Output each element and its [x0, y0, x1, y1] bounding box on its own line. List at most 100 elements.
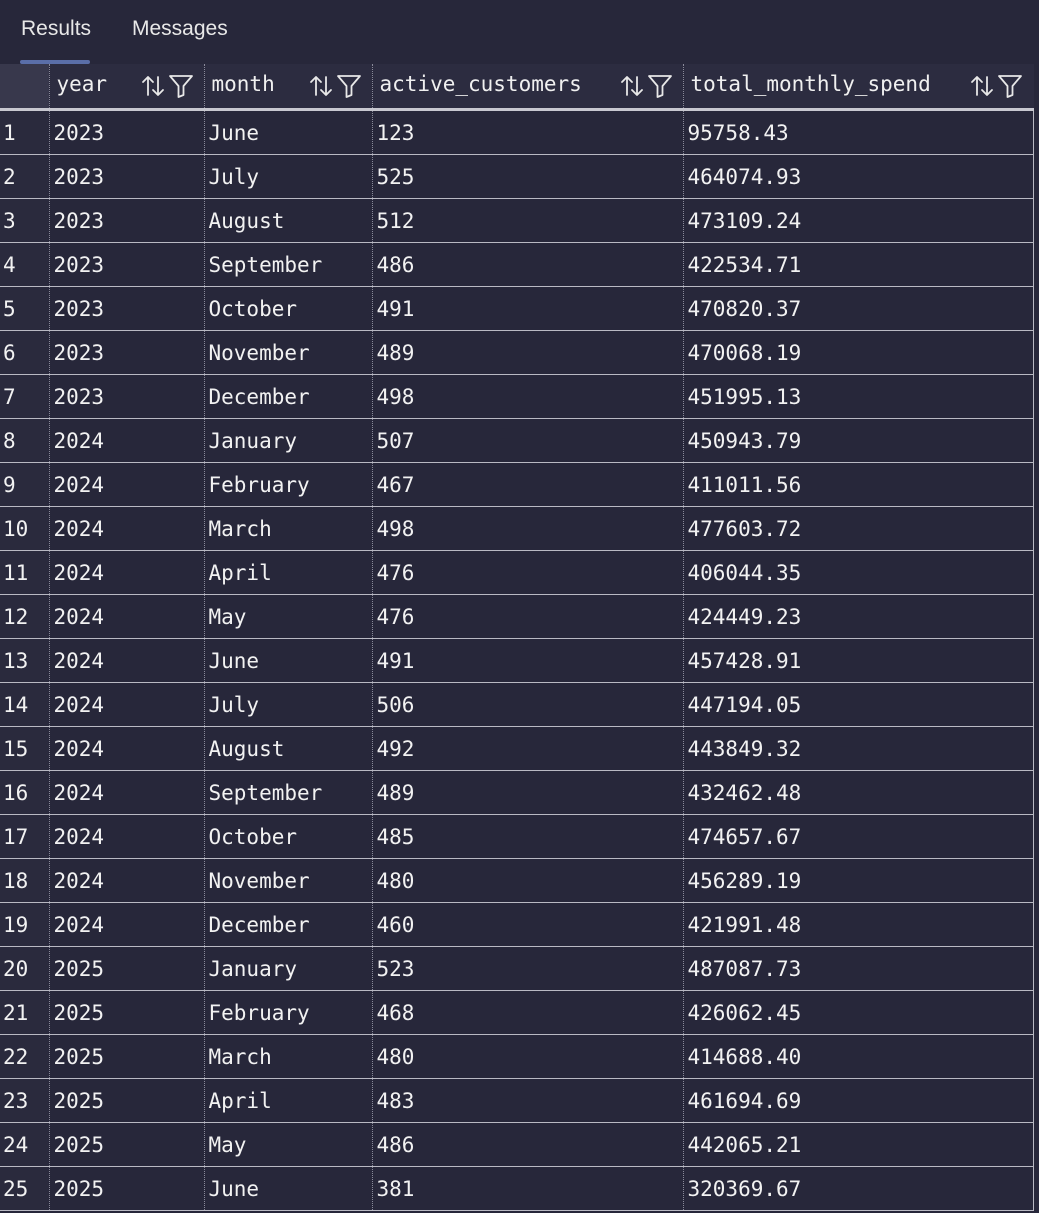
row-number[interactable]: 2 — [0, 154, 49, 199]
cell-active-customers[interactable]: 523 — [371, 946, 683, 991]
table-row[interactable]: 14 2024 July 506 447194.05 — [0, 682, 1034, 727]
row-number[interactable]: 24 — [0, 1122, 49, 1167]
column-header-active-customers[interactable]: active_customers — [371, 64, 683, 111]
cell-total-monthly-spend[interactable]: 473109.24 — [682, 198, 1034, 243]
cell-month[interactable]: July — [203, 682, 372, 727]
cell-total-monthly-spend[interactable]: 95758.43 — [682, 109, 1034, 155]
cell-year[interactable]: 2024 — [48, 550, 204, 595]
cell-active-customers[interactable]: 485 — [371, 814, 683, 859]
cell-active-customers[interactable]: 512 — [371, 198, 683, 243]
table-row[interactable]: 2 2023 July 525 464074.93 — [0, 154, 1034, 199]
cell-active-customers[interactable]: 486 — [371, 1122, 683, 1167]
cell-active-customers[interactable]: 381 — [371, 1166, 683, 1211]
cell-active-customers[interactable]: 486 — [371, 242, 683, 287]
row-number[interactable]: 5 — [0, 286, 49, 331]
cell-year[interactable]: 2025 — [48, 946, 204, 991]
cell-total-monthly-spend[interactable]: 450943.79 — [682, 418, 1034, 463]
cell-year[interactable]: 2023 — [48, 109, 204, 155]
row-number[interactable]: 19 — [0, 902, 49, 947]
row-number[interactable]: 21 — [0, 990, 49, 1035]
cell-month[interactable]: February — [203, 990, 372, 1035]
row-number[interactable]: 3 — [0, 198, 49, 243]
row-number[interactable]: 9 — [0, 462, 49, 507]
filter-funnel-icon[interactable] — [647, 73, 673, 99]
cell-month[interactable]: February — [203, 462, 372, 507]
cell-total-monthly-spend[interactable]: 426062.45 — [682, 990, 1034, 1035]
row-number[interactable]: 17 — [0, 814, 49, 859]
cell-year[interactable]: 2024 — [48, 638, 204, 683]
cell-month[interactable]: December — [203, 374, 372, 419]
cell-active-customers[interactable]: 460 — [371, 902, 683, 947]
cell-year[interactable]: 2024 — [48, 506, 204, 551]
cell-year[interactable]: 2024 — [48, 770, 204, 815]
cell-month[interactable]: September — [203, 242, 372, 287]
cell-active-customers[interactable]: 476 — [371, 594, 683, 639]
cell-active-customers[interactable]: 489 — [371, 770, 683, 815]
table-row[interactable]: 13 2024 June 491 457428.91 — [0, 638, 1034, 683]
cell-month[interactable]: January — [203, 418, 372, 463]
cell-year[interactable]: 2024 — [48, 462, 204, 507]
cell-month[interactable]: September — [203, 770, 372, 815]
cell-active-customers[interactable]: 525 — [371, 154, 683, 199]
row-number[interactable]: 12 — [0, 594, 49, 639]
row-number[interactable]: 18 — [0, 858, 49, 903]
cell-year[interactable]: 2024 — [48, 858, 204, 903]
column-header-year[interactable]: year — [48, 64, 204, 111]
cell-month[interactable]: November — [203, 330, 372, 375]
cell-total-monthly-spend[interactable]: 406044.35 — [682, 550, 1034, 595]
cell-total-monthly-spend[interactable]: 320369.67 — [682, 1166, 1034, 1211]
cell-total-monthly-spend[interactable]: 474657.67 — [682, 814, 1034, 859]
cell-total-monthly-spend[interactable]: 470068.19 — [682, 330, 1034, 375]
row-number[interactable]: 16 — [0, 770, 49, 815]
cell-year[interactable]: 2023 — [48, 286, 204, 331]
cell-active-customers[interactable]: 483 — [371, 1078, 683, 1123]
table-row[interactable]: 16 2024 September 489 432462.48 — [0, 770, 1034, 815]
cell-year[interactable]: 2024 — [48, 814, 204, 859]
cell-active-customers[interactable]: 507 — [371, 418, 683, 463]
cell-month[interactable]: May — [203, 594, 372, 639]
cell-month[interactable]: August — [203, 198, 372, 243]
cell-year[interactable]: 2025 — [48, 1034, 204, 1079]
cell-month[interactable]: May — [203, 1122, 372, 1167]
cell-active-customers[interactable]: 480 — [371, 1034, 683, 1079]
cell-month[interactable]: June — [203, 1166, 372, 1211]
row-number[interactable]: 4 — [0, 242, 49, 287]
cell-total-monthly-spend[interactable]: 487087.73 — [682, 946, 1034, 991]
cell-total-monthly-spend[interactable]: 477603.72 — [682, 506, 1034, 551]
row-number[interactable]: 14 — [0, 682, 49, 727]
cell-active-customers[interactable]: 489 — [371, 330, 683, 375]
table-row[interactable]: 11 2024 April 476 406044.35 — [0, 550, 1034, 595]
row-number[interactable]: 11 — [0, 550, 49, 595]
results-grid[interactable]: year month — [0, 64, 1039, 1211]
table-row[interactable]: 8 2024 January 507 450943.79 — [0, 418, 1034, 463]
cell-month[interactable]: March — [203, 1034, 372, 1079]
sort-arrows-icon[interactable] — [619, 73, 645, 99]
cell-month[interactable]: August — [203, 726, 372, 771]
cell-month[interactable]: December — [203, 902, 372, 947]
table-row[interactable]: 15 2024 August 492 443849.32 — [0, 726, 1034, 771]
cell-total-monthly-spend[interactable]: 442065.21 — [682, 1122, 1034, 1167]
cell-year[interactable]: 2024 — [48, 902, 204, 947]
cell-month[interactable]: November — [203, 858, 372, 903]
row-number[interactable]: 23 — [0, 1078, 49, 1123]
cell-total-monthly-spend[interactable]: 422534.71 — [682, 242, 1034, 287]
cell-year[interactable]: 2025 — [48, 990, 204, 1035]
table-row[interactable]: 4 2023 September 486 422534.71 — [0, 242, 1034, 287]
filter-funnel-icon[interactable] — [168, 73, 194, 99]
tab-results[interactable]: Results — [21, 17, 92, 40]
cell-year[interactable]: 2023 — [48, 330, 204, 375]
cell-total-monthly-spend[interactable]: 424449.23 — [682, 594, 1034, 639]
filter-funnel-icon[interactable] — [997, 73, 1023, 99]
cell-year[interactable]: 2024 — [48, 594, 204, 639]
cell-year[interactable]: 2023 — [48, 374, 204, 419]
table-row[interactable]: 3 2023 August 512 473109.24 — [0, 198, 1034, 243]
cell-active-customers[interactable]: 492 — [371, 726, 683, 771]
cell-month[interactable]: June — [203, 109, 372, 155]
cell-total-monthly-spend[interactable]: 461694.69 — [682, 1078, 1034, 1123]
cell-total-monthly-spend[interactable]: 456289.19 — [682, 858, 1034, 903]
filter-funnel-icon[interactable] — [336, 73, 362, 99]
table-row[interactable]: 20 2025 January 523 487087.73 — [0, 946, 1034, 991]
cell-month[interactable]: October — [203, 286, 372, 331]
row-number[interactable]: 7 — [0, 374, 49, 419]
cell-total-monthly-spend[interactable]: 451995.13 — [682, 374, 1034, 419]
